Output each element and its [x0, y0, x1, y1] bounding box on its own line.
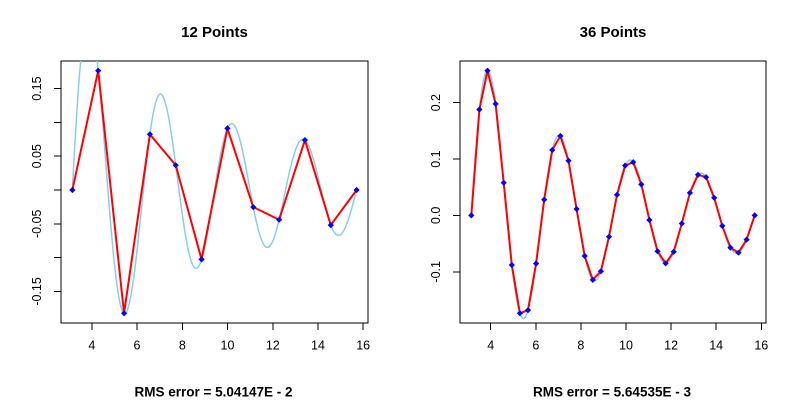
- svg-text:0.15: 0.15: [30, 76, 44, 100]
- svg-text:-0.05: -0.05: [30, 210, 44, 239]
- svg-text:6: 6: [532, 339, 539, 353]
- svg-text:0.05: 0.05: [30, 144, 44, 168]
- svg-text:12 Points: 12 Points: [181, 24, 248, 41]
- svg-text:0.1: 0.1: [429, 150, 443, 167]
- svg-text:10: 10: [221, 339, 235, 353]
- svg-text:4: 4: [487, 339, 494, 353]
- svg-text:8: 8: [179, 339, 186, 353]
- svg-text:6: 6: [134, 339, 141, 353]
- svg-text:RMS error = 5.64535E - 3: RMS error = 5.64535E - 3: [533, 385, 691, 400]
- svg-text:16: 16: [356, 339, 370, 353]
- svg-text:0.2: 0.2: [429, 94, 443, 111]
- svg-text:14: 14: [311, 339, 325, 353]
- svg-text:14: 14: [709, 339, 723, 353]
- svg-text:0.0: 0.0: [429, 207, 443, 224]
- svg-text:-0.15: -0.15: [30, 277, 44, 306]
- svg-text:12: 12: [664, 339, 678, 353]
- svg-text:8: 8: [577, 339, 584, 353]
- svg-text:16: 16: [754, 339, 768, 353]
- svg-text:4: 4: [88, 339, 95, 353]
- svg-text:-0.1: -0.1: [429, 261, 443, 283]
- svg-text:10: 10: [619, 339, 633, 353]
- svg-text:36 Points: 36 Points: [580, 24, 647, 41]
- svg-text:12: 12: [266, 339, 280, 353]
- svg-text:RMS error = 5.04147E - 2: RMS error = 5.04147E - 2: [135, 385, 293, 400]
